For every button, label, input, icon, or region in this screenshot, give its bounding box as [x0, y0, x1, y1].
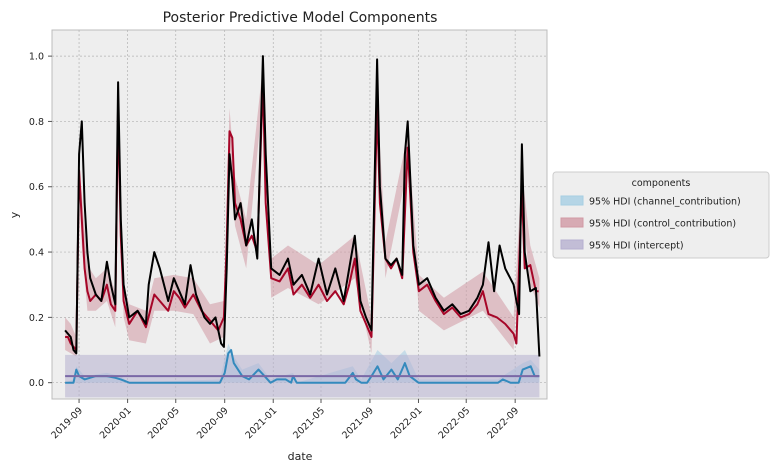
legend-swatch	[560, 239, 584, 250]
x-tick-label: 2021-09	[340, 405, 376, 441]
series-line	[64, 55, 541, 357]
y-tick-label: 0.2	[29, 313, 44, 324]
legend-label: 95% HDI (channel_contribution)	[589, 197, 741, 208]
x-axis-label: date	[288, 450, 313, 463]
x-tick-label: 2021-01	[244, 405, 280, 441]
y-tick-label: 0.0	[29, 378, 44, 389]
series-lines	[64, 55, 541, 384]
legend: components 95% HDI (channel_contribution…	[552, 171, 770, 259]
x-tick-label: 2020-05	[146, 405, 182, 441]
y-tick-label: 1.0	[29, 52, 44, 63]
x-tick-label: 2020-01	[98, 405, 134, 441]
y-tick-label: 0.4	[29, 248, 44, 259]
legend-title: components	[632, 178, 691, 189]
y-tick-label: 0.6	[29, 182, 44, 193]
x-tick-label: 2022-09	[485, 405, 521, 441]
series-line	[65, 349, 540, 384]
legend-frame	[552, 171, 770, 259]
legend-swatch	[560, 195, 584, 206]
legend-swatch	[560, 217, 584, 228]
x-axis-ticks: 2019-09 2020-01 2020-05 2020-09 2021-01 2021-…	[49, 399, 521, 441]
chart-title: Posterior Predictive Model Components	[163, 10, 438, 26]
y-axis-label: y	[8, 211, 21, 218]
legend-label: 95% HDI (intercept)	[589, 241, 684, 252]
y-axis-ticks: 0.0 0.2 0.4 0.6 0.8 1.0	[29, 52, 52, 389]
legend-items: 95% HDI (channel_contribution) 95% HDI (c…	[560, 195, 741, 252]
x-tick-label: 2019-09	[49, 405, 85, 441]
x-tick-label: 2021-05	[291, 405, 327, 441]
plot-background	[51, 29, 548, 400]
plot-area: 2019-09 2020-01 2020-05 2020-09 2021-01 2021-…	[29, 29, 548, 441]
x-tick-label: 2022-01	[389, 405, 425, 441]
legend-label: 95% HDI (control_contribution)	[589, 219, 736, 230]
x-tick-label: 2020-09	[195, 405, 231, 441]
y-tick-label: 0.8	[29, 117, 44, 128]
x-tick-label: 2022-05	[436, 405, 472, 441]
